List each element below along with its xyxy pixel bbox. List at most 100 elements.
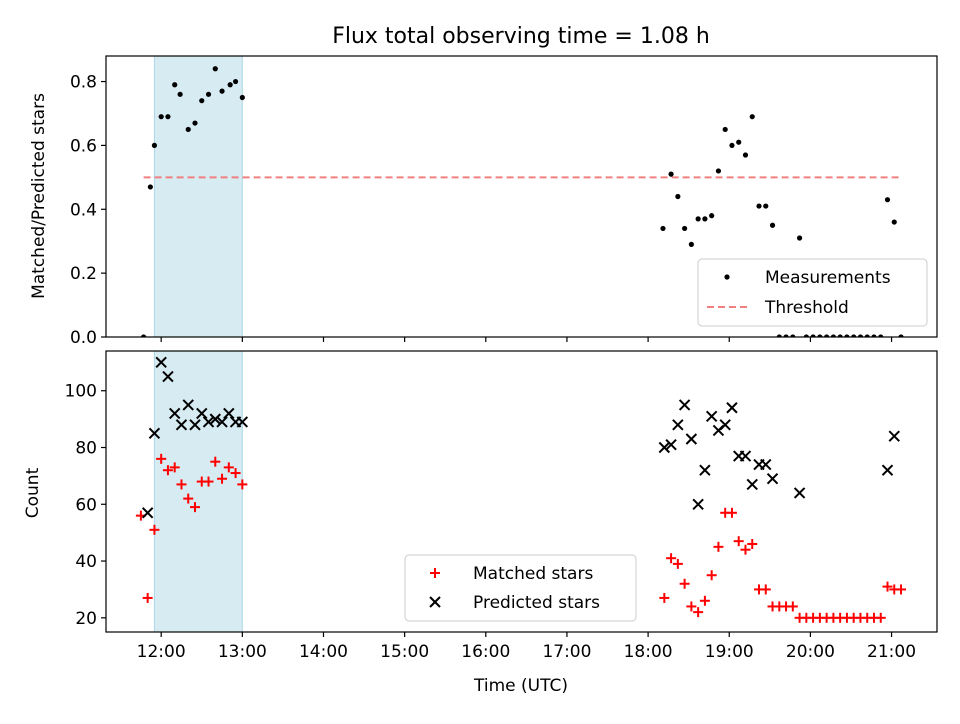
measurement-point	[857, 334, 864, 337]
matched-star-point	[176, 479, 187, 490]
measurement-point	[199, 98, 205, 104]
predicted-star-point	[665, 438, 677, 451]
measurement-point	[695, 216, 701, 222]
matched-star-point	[169, 462, 180, 473]
predicted-star-point	[766, 473, 779, 485]
measurement-point	[675, 193, 681, 200]
matched-star-point	[666, 553, 677, 564]
matched-star-point	[747, 539, 758, 550]
measurement-point	[756, 203, 762, 209]
measurement-point	[891, 219, 897, 225]
y-tick-label: 0.6	[70, 136, 97, 156]
measurement-point	[177, 91, 183, 97]
predicted-star-point	[699, 464, 711, 476]
measurement-point	[796, 235, 803, 241]
measurement-point	[151, 142, 158, 149]
chart-title: Flux total observing time = 1.08 h	[332, 24, 710, 49]
matched-star-point	[672, 558, 683, 569]
measurement-point	[709, 213, 715, 219]
matched-star-point	[217, 473, 228, 484]
matched-star-point	[686, 601, 697, 612]
measurement-point	[702, 216, 708, 222]
predicted-star-point	[678, 399, 691, 411]
x-tick-label: 13:00	[218, 642, 267, 662]
predicted-star-point	[189, 419, 201, 431]
x-b	[888, 430, 900, 442]
measurement-point	[232, 78, 239, 85]
x-b	[216, 416, 228, 428]
measurement-point	[790, 334, 796, 337]
measurement-point	[763, 203, 769, 209]
matched-star-point	[237, 479, 248, 490]
legend-measurements-label: Measurements	[765, 268, 891, 288]
legend-predicted-marker	[429, 596, 441, 608]
x-b	[719, 419, 731, 431]
y-tick-label: 0.8	[70, 73, 97, 93]
predicted-star-point	[658, 441, 671, 454]
measurement-point	[185, 126, 191, 133]
predicted-star-point	[739, 450, 752, 462]
x-b	[685, 433, 698, 445]
x-tick-label: 15:00	[380, 642, 429, 662]
measurement-point	[147, 184, 153, 190]
matched-star-point	[882, 581, 893, 592]
measurement-point	[776, 334, 782, 337]
matched-star-point	[787, 601, 798, 612]
matched-star-point	[726, 507, 737, 518]
x-b	[672, 419, 684, 431]
matched-star-point	[679, 578, 690, 589]
x-tick-label: 20:00	[786, 642, 835, 662]
matched-star-point	[149, 524, 160, 535]
measurement-point	[239, 94, 245, 101]
legend-measurement-marker	[724, 274, 730, 280]
measurement-point	[824, 334, 830, 337]
predicted-star-point	[888, 430, 900, 442]
bottom-panel: 20 40 60 80 100 12:00 13:00 14:00 15:00 16:00 17:0…	[65, 350, 938, 662]
x-b	[189, 419, 201, 431]
x-b	[746, 478, 758, 491]
measurement-point	[172, 82, 178, 88]
x-b	[726, 402, 738, 414]
matched-star-point	[760, 584, 771, 595]
measurement-point	[884, 197, 891, 203]
matched-star-point	[142, 592, 153, 603]
x-b	[692, 498, 704, 510]
x-b	[705, 410, 718, 422]
matched-star-point	[183, 493, 194, 504]
predicted-star-point	[216, 416, 228, 428]
x-tick-label: 17:00	[542, 642, 591, 662]
x-tick-label: 12:00	[137, 642, 186, 662]
y-tick-label: 80	[75, 439, 97, 459]
axes-frame	[105, 350, 938, 633]
top-y-axis-label: Matched/Predicted stars	[29, 93, 49, 299]
measurement-point	[668, 171, 674, 177]
predicted-star-point	[196, 407, 208, 420]
predicted-star-point	[182, 399, 194, 411]
measurement-point	[158, 114, 164, 120]
matched-star-point	[706, 570, 717, 581]
measurement-point	[141, 334, 147, 337]
x-b	[665, 438, 677, 451]
measurement-point	[783, 334, 789, 337]
matched-star-point	[699, 595, 710, 606]
measurement-point	[810, 334, 816, 337]
predicted-star-point	[236, 416, 249, 428]
measurement-point	[688, 241, 694, 247]
x-b	[881, 464, 894, 476]
x-tick-label: 16:00	[461, 642, 510, 662]
predicted-star-point	[141, 507, 154, 519]
x-b	[148, 427, 161, 440]
predicted-star-point	[175, 419, 188, 431]
legend-box	[404, 554, 637, 622]
measurement-point	[749, 114, 755, 120]
x-b	[236, 416, 249, 428]
y-tick-label: 60	[75, 495, 97, 515]
predicted-star-point	[793, 487, 806, 499]
x-b	[196, 407, 208, 420]
measurement-point	[736, 139, 742, 145]
measurement-point	[878, 334, 884, 337]
legend-predicted-label: Predicted stars	[473, 593, 600, 613]
x-b	[209, 413, 221, 425]
bottom-y-axis-label: Count	[23, 467, 43, 518]
